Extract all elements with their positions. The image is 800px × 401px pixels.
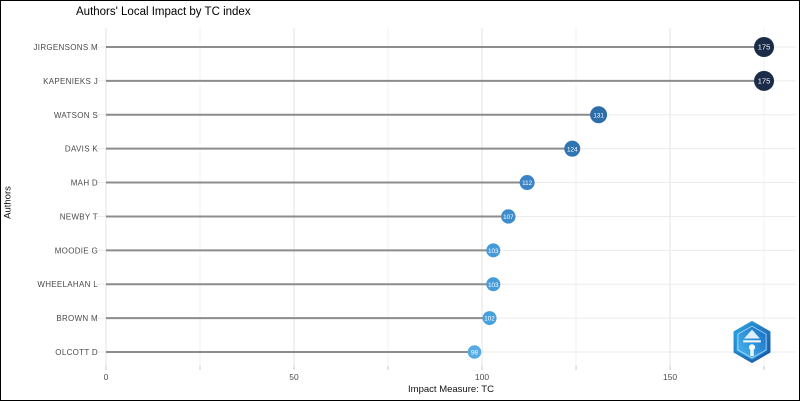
data-point[interactable]: [754, 70, 775, 91]
x-axis-tick-label: 150: [663, 372, 677, 382]
data-point[interactable]: [564, 140, 581, 157]
data-point-value-label: 103: [488, 282, 499, 289]
y-axis-category-label: MAH D: [71, 179, 98, 188]
data-point[interactable]: [467, 345, 482, 359]
x-axis-tick-label: 0: [104, 372, 109, 382]
data-point[interactable]: [486, 243, 501, 258]
data-point-value-label: 98: [471, 350, 479, 357]
data-point-value-label: 112: [522, 180, 533, 187]
y-axis-category-label: MOODIE G: [55, 246, 98, 255]
chart-title: Authors' Local Impact by TC index: [76, 6, 251, 18]
x-axis-tick-label: 50: [289, 372, 299, 382]
data-point[interactable]: [754, 37, 775, 57]
data-point-value-label: 175: [758, 76, 771, 85]
data-point[interactable]: [519, 175, 535, 191]
y-axis-category-label: JIRGENSONS M: [34, 43, 99, 52]
y-axis-category-label: KAPENIEKS J: [43, 77, 98, 86]
data-point-value-label: 107: [503, 214, 514, 221]
data-point-value-label: 124: [567, 146, 578, 153]
x-axis-title: Impact Measure: TC: [408, 384, 494, 395]
bibliometrix-logo-icon: [733, 320, 771, 364]
data-point[interactable]: [486, 277, 501, 292]
data-point-value-label: 131: [593, 112, 604, 119]
y-axis-category-label: BROWN M: [56, 314, 98, 323]
y-axis-category-label: WATSON S: [54, 111, 98, 120]
data-point-value-label: 103: [488, 248, 499, 255]
y-axis-category-label: DAVIS K: [65, 145, 98, 154]
data-point[interactable]: [501, 209, 516, 224]
data-point[interactable]: [590, 106, 608, 124]
data-point[interactable]: [482, 311, 497, 326]
x-axis-tick-label: 100: [475, 372, 489, 382]
data-point-value-label: 175: [758, 43, 771, 52]
y-axis-category-label: OLCOTT D: [55, 348, 98, 357]
y-axis-category-label: NEWBY T: [60, 212, 98, 221]
data-point-value-label: 102: [484, 316, 495, 323]
y-axis-category-label: WHEELAHAN L: [37, 280, 98, 289]
